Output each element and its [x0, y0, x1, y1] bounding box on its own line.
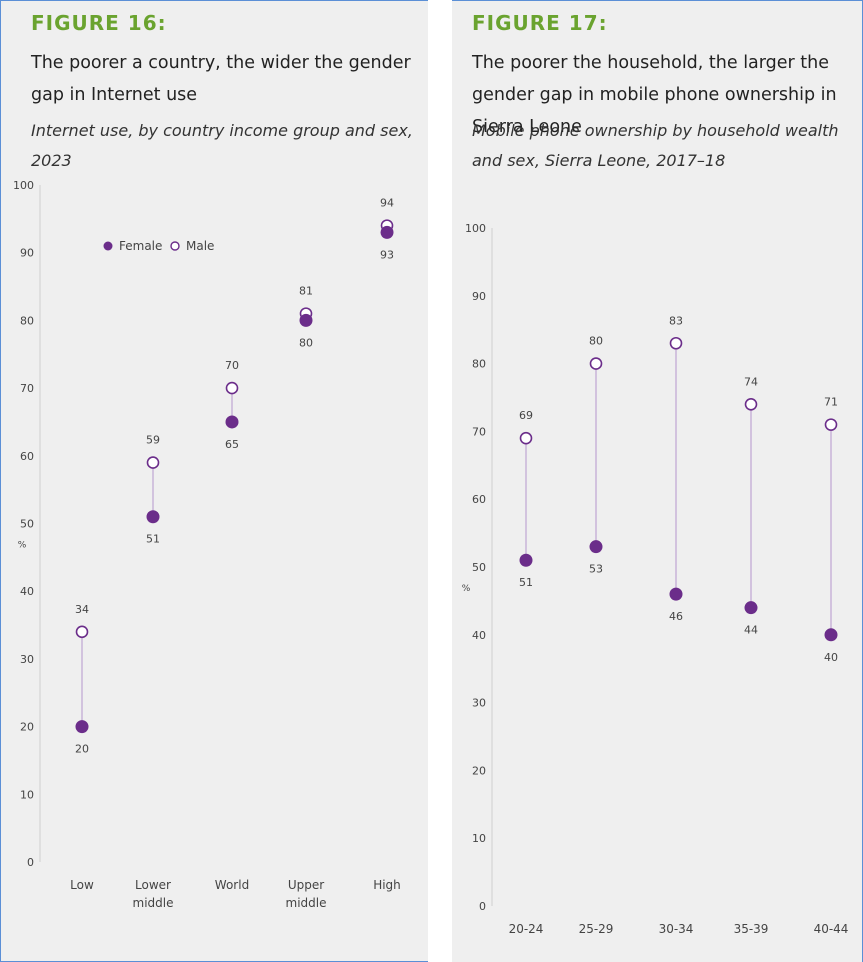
y-tick-label: 0	[27, 856, 34, 869]
figure-17-label: FIGURE 17:	[472, 11, 608, 35]
y-tick-label: 70	[20, 382, 34, 395]
x-category-label: World	[215, 878, 249, 892]
y-tick-label: 10	[20, 788, 34, 801]
male-data-label: 70	[225, 359, 239, 372]
female-data-label: 44	[744, 624, 758, 637]
y-tick-label: 10	[472, 832, 486, 845]
male-data-label: 80	[589, 335, 603, 348]
male-data-label: 71	[824, 396, 838, 409]
male-data-label: 69	[519, 409, 533, 422]
male-data-label: 94	[380, 197, 394, 210]
y-axis-label: %	[18, 541, 27, 551]
figure-17-panel: FIGURE 17: The poorer the household, the…	[452, 0, 863, 962]
figure-17-subtitle: Mobile phone ownership by household weal…	[472, 121, 839, 170]
female-point	[299, 313, 313, 327]
female-data-label: 80	[299, 336, 313, 349]
male-data-label: 74	[744, 375, 758, 388]
y-axis-label: %	[462, 584, 471, 594]
male-data-label: 83	[669, 314, 683, 327]
male-data-label: 34	[75, 603, 89, 616]
x-category-label: Upper	[288, 878, 324, 892]
legend-male-label: Male	[186, 239, 214, 253]
y-tick-label: 50	[472, 561, 486, 574]
female-point	[225, 415, 239, 429]
male-data-label: 59	[146, 434, 160, 447]
y-tick-label: 80	[20, 314, 34, 327]
y-tick-label: 70	[472, 425, 486, 438]
male-point	[744, 397, 758, 411]
y-tick-label: 20	[472, 764, 486, 777]
legend-female-marker	[103, 241, 113, 251]
male-point	[225, 381, 239, 395]
female-data-label: 53	[589, 563, 603, 576]
figure-17-title: The poorer the household, the larger the…	[472, 53, 837, 137]
legend-female-label: Female	[119, 239, 162, 253]
y-tick-label: 100	[13, 179, 34, 192]
x-category-label: 30-34	[659, 922, 694, 936]
male-point	[824, 418, 838, 431]
x-category-label: Low	[70, 878, 94, 892]
x-category-label: High	[373, 878, 401, 892]
female-data-label: 93	[380, 248, 394, 261]
figure-16-subtitle: Internet use, by country income group an…	[31, 121, 413, 170]
x-category-label: middle	[133, 896, 174, 910]
female-data-label: 65	[225, 438, 239, 451]
female-point	[589, 540, 603, 554]
figure-16-panel: FIGURE 16: The poorer a country, the wid…	[0, 0, 428, 962]
female-data-label: 40	[824, 651, 838, 664]
figure-16-label: FIGURE 16:	[31, 11, 167, 35]
female-point	[380, 225, 394, 239]
male-point	[75, 625, 89, 639]
y-tick-label: 30	[472, 697, 486, 710]
y-tick-label: 20	[20, 721, 34, 734]
y-tick-label: 60	[20, 450, 34, 463]
x-category-label: 40-44	[814, 922, 849, 936]
female-point	[75, 720, 89, 734]
x-category-label: 20-24	[509, 922, 544, 936]
x-category-label: 25-29	[579, 922, 614, 936]
female-data-label: 51	[519, 576, 533, 589]
female-data-label: 51	[146, 533, 160, 546]
male-data-label: 81	[299, 285, 313, 298]
y-tick-label: 100	[465, 222, 486, 235]
y-tick-label: 80	[472, 358, 486, 371]
female-data-label: 46	[669, 610, 683, 623]
male-point	[519, 431, 533, 445]
x-category-label: Lower	[135, 878, 171, 892]
y-tick-label: 50	[20, 518, 34, 531]
female-point	[669, 587, 683, 601]
y-tick-label: 90	[472, 290, 486, 303]
y-tick-label: 30	[20, 653, 34, 666]
y-tick-label: 40	[20, 585, 34, 598]
female-point	[744, 601, 758, 615]
female-point	[824, 628, 838, 642]
y-tick-label: 40	[472, 629, 486, 642]
female-point	[146, 510, 160, 524]
y-tick-label: 0	[479, 900, 486, 913]
x-category-label: 35-39	[734, 922, 769, 936]
female-data-label: 20	[75, 743, 89, 756]
legend-male-marker	[170, 241, 180, 251]
male-point	[669, 336, 683, 350]
x-category-label: middle	[286, 896, 327, 910]
male-point	[146, 456, 160, 469]
y-tick-label: 60	[472, 493, 486, 506]
female-point	[519, 553, 533, 567]
y-tick-label: 90	[20, 247, 34, 260]
male-point	[589, 357, 603, 370]
figure-16-title: The poorer a country, the wider the gend…	[31, 53, 411, 105]
